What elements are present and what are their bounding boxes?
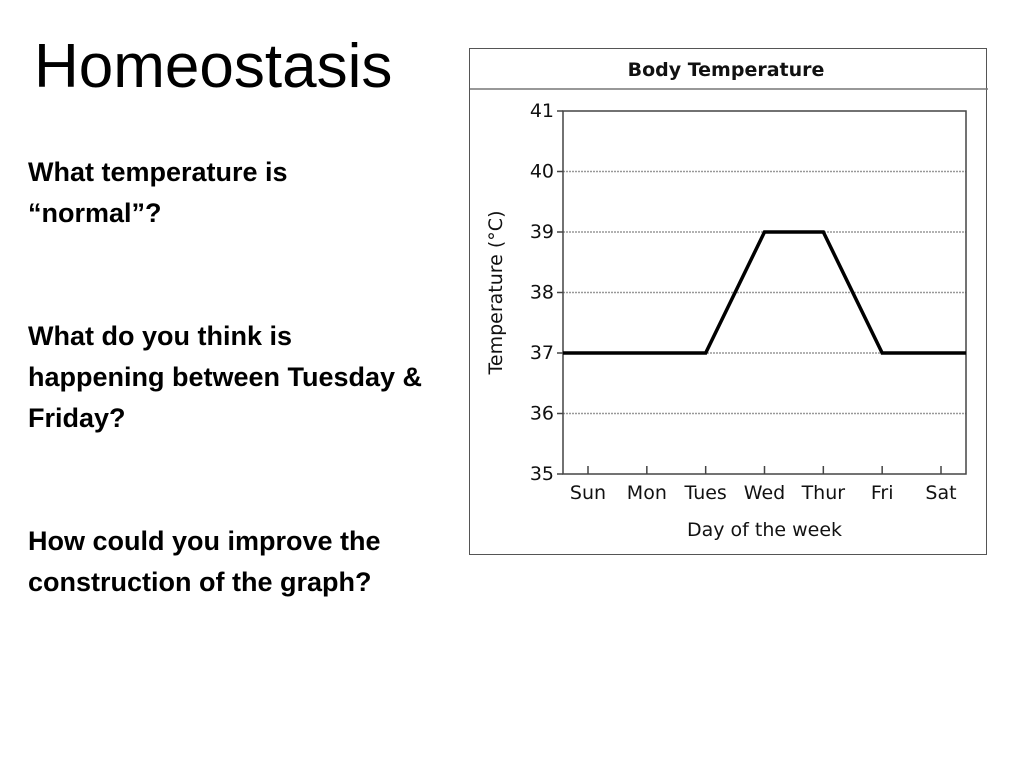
x-tick-label: Sun xyxy=(570,482,606,504)
slide-title: Homeostasis xyxy=(34,32,393,101)
y-tick-label: 39 xyxy=(530,221,554,243)
question-tuesday-friday: What do you think is happening between T… xyxy=(28,321,423,433)
x-tick-label: Fri xyxy=(871,482,894,504)
x-tick-label: Tues xyxy=(683,482,726,504)
y-tick-label: 38 xyxy=(530,282,554,304)
x-tick-label: Wed xyxy=(744,482,785,504)
y-tick-label: 41 xyxy=(530,100,554,122)
y-axis-ticks: 35 36 37 38 39 40 41 xyxy=(530,100,563,485)
chart-title: Body Temperature xyxy=(628,59,825,81)
y-axis-label: Temperature (°C) xyxy=(485,211,507,376)
x-axis-ticks: Sun Mon Tues Wed Thur Fri Sat xyxy=(570,466,957,504)
x-tick-label: Thur xyxy=(801,482,846,504)
temperature-line xyxy=(563,230,966,355)
y-tick-label: 40 xyxy=(530,161,554,183)
x-tick-label: Mon xyxy=(627,482,667,504)
body-temperature-chart: Body Temperature 35 36 37 38 39 40 41 Sun Mon Tu… xyxy=(469,48,988,555)
chart-series xyxy=(563,230,966,355)
x-axis-label: Day of the week xyxy=(687,519,842,541)
question-normal-temperature: What temperature is “normal”? xyxy=(28,157,288,228)
y-tick-label: 36 xyxy=(530,403,554,425)
y-tick-label: 35 xyxy=(530,463,554,485)
question-improve-graph: How could you improve the construction o… xyxy=(28,526,381,597)
chart-canvas: Body Temperature 35 36 37 38 39 40 41 Sun Mon Tu… xyxy=(470,59,988,541)
y-tick-label: 37 xyxy=(530,342,554,364)
chart-gridlines xyxy=(563,170,966,415)
x-tick-label: Sat xyxy=(925,482,956,504)
